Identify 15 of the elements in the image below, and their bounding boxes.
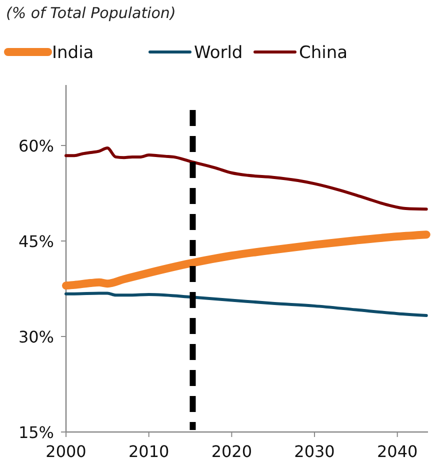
x-tick-label: 2000 [46,442,86,461]
line-series [64,146,428,211]
x-tick-label: 2030 [294,442,335,461]
y-tick-label: 30% [18,327,54,346]
x-tick-label: 2020 [211,442,252,461]
x-tick-label: 2040 [376,442,418,461]
legend-label: India [52,43,94,63]
legend-label: China [299,43,348,63]
line-series [64,292,428,317]
y-tick-label: 60% [18,136,54,156]
y-tick-label: 15% [18,423,54,442]
legend-label: World [194,43,243,63]
x-tick-label: 2010 [128,442,170,461]
chart-title: (% of Total Population) [6,4,176,22]
y-tick-label: 45% [18,232,54,251]
